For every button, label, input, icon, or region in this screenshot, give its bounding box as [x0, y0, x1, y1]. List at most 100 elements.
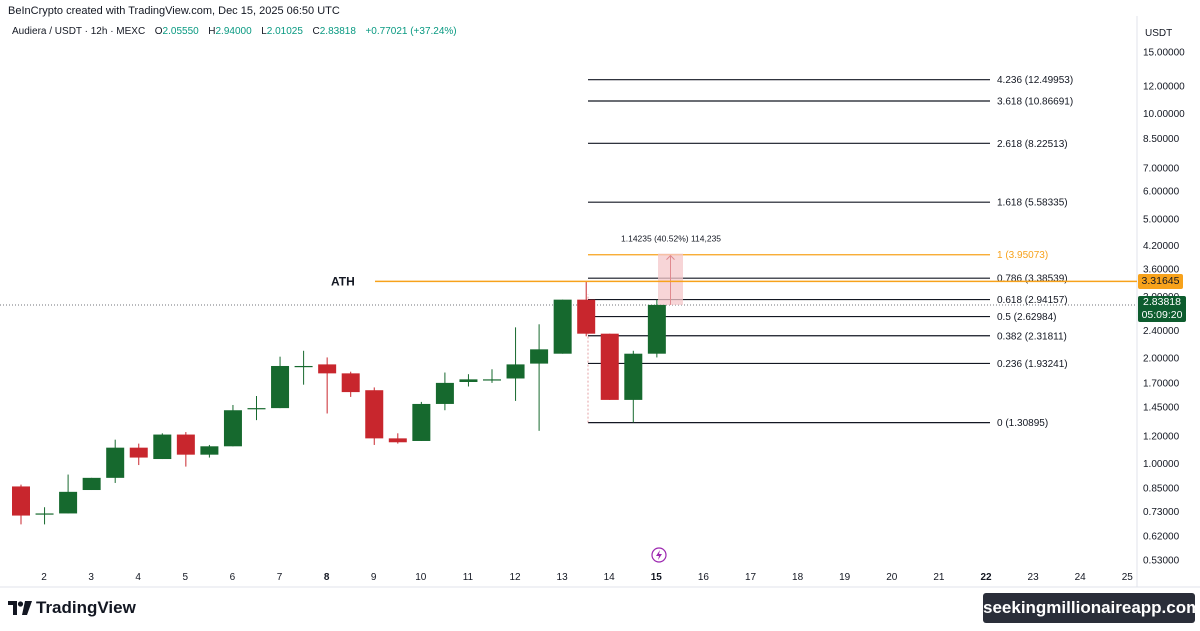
price-tick-label: 6.00000	[1143, 187, 1180, 198]
candle-body	[176, 434, 195, 455]
time-tick-label: 14	[604, 572, 616, 583]
fib-level-label: 0 (1.30895)	[997, 418, 1048, 429]
fib-level-label: 3.618 (10.86691)	[997, 96, 1073, 107]
candlestick-series	[12, 281, 666, 525]
candle-body	[435, 382, 454, 404]
candle-body	[600, 333, 619, 400]
close-value: 2.83818	[319, 26, 356, 37]
time-tick-label: 8	[324, 572, 330, 583]
fib-level-label: 2.618 (8.22513)	[997, 139, 1068, 150]
price-tick-label: 1.00000	[1143, 459, 1180, 470]
ath-label: ATH	[331, 274, 355, 288]
fib-level-label: 1.618 (5.58335)	[997, 198, 1068, 209]
price-tick-label: 10.00000	[1143, 109, 1185, 120]
axis-currency: USDT	[1145, 28, 1172, 39]
time-tick-label: 2	[41, 572, 47, 583]
tradingview-logo-icon	[8, 601, 32, 615]
candle-body	[506, 364, 525, 379]
candle-body	[106, 447, 125, 478]
price-tick-label: 15.00000	[1143, 48, 1185, 59]
fib-level-label: 0.786 (3.38539)	[997, 274, 1068, 285]
high-label: H	[208, 26, 216, 37]
price-tick-label: 12.00000	[1143, 81, 1185, 92]
time-axis[interactable]: 2 3 4 5 6 7 8 9 10 11 12 13 14 15 16 17 18 19 20 21 22 23 24 25	[41, 572, 1133, 583]
price-tick-label: 0.62000	[1143, 532, 1180, 543]
candle-body	[247, 408, 266, 410]
measure-label: 1.14235 (40.52%) 114,235	[621, 234, 721, 244]
candle-body	[388, 438, 407, 443]
last-price-tag: 2.83818 05:09:20	[1138, 296, 1186, 322]
price-tick-label: 7.00000	[1143, 163, 1180, 174]
candle-body	[624, 353, 643, 400]
time-tick-label: 25	[1122, 572, 1134, 583]
bar-countdown: 05:09:20	[1141, 309, 1183, 321]
last-price-value: 2.83818	[1143, 296, 1181, 308]
candle-body	[271, 365, 290, 409]
high-value: 2.94000	[215, 26, 252, 37]
price-tick-label: 8.50000	[1143, 134, 1180, 145]
candle-body	[647, 304, 666, 354]
candle-body	[129, 447, 148, 458]
tradingview-brand: TradingView	[36, 598, 136, 617]
price-tick-label: 1.20000	[1143, 431, 1180, 442]
time-tick-label: 23	[1028, 572, 1040, 583]
time-tick-label: 22	[980, 572, 992, 583]
time-tick-label: 5	[183, 572, 189, 583]
time-tick-label: 11	[463, 572, 474, 583]
candle-body	[318, 364, 337, 374]
price-tick-label: 0.53000	[1143, 556, 1180, 567]
time-tick-label: 19	[839, 572, 851, 583]
candle-body	[59, 491, 78, 514]
fib-level-label: 0.618 (2.94157)	[997, 295, 1068, 306]
tradingview-logo[interactable]: TradingView	[8, 598, 136, 618]
price-tick-label: 2.00000	[1143, 354, 1180, 365]
time-tick-label: 21	[933, 572, 945, 583]
candle-body	[82, 477, 101, 491]
fib-level-label: 0.382 (2.31811)	[997, 331, 1067, 342]
time-tick-label: 6	[230, 572, 236, 583]
time-tick-label: 16	[698, 572, 710, 583]
candle-body	[294, 365, 313, 368]
candle-body	[200, 446, 219, 455]
fib-level-label: 1 (3.95073)	[997, 250, 1048, 261]
time-tick-label: 17	[745, 572, 757, 583]
symbol-info: Audiera / USDT · 12h · MEXC O2.05550 H2.…	[12, 26, 457, 37]
time-tick-label: 15	[651, 572, 663, 583]
price-tick-label: 0.85000	[1143, 484, 1180, 495]
price-tick-label: 4.20000	[1143, 241, 1180, 252]
time-tick-label: 7	[277, 572, 283, 583]
candle-body	[553, 299, 572, 354]
price-tick-label: 1.70000	[1143, 378, 1180, 389]
low-label: L	[261, 26, 267, 37]
time-tick-label: 12	[509, 572, 521, 583]
candle-body	[577, 299, 596, 334]
candle-body	[530, 349, 549, 364]
time-tick-label: 24	[1075, 572, 1087, 583]
symbol-name[interactable]: Audiera / USDT · 12h · MEXC	[12, 26, 146, 37]
fibonacci-extension[interactable]: 4.236 (12.49953) 3.618 (10.86691) 2.618 (8…	[587, 75, 1073, 429]
low-value: 2.01025	[266, 26, 303, 37]
candle-body	[35, 513, 54, 515]
candle-body	[12, 486, 30, 516]
candle-body	[153, 434, 172, 460]
open-label: O	[154, 26, 163, 37]
price-range-measure[interactable]: 1.14235 (40.52%) 114,235	[621, 234, 721, 305]
price-tick-label: 5.00000	[1143, 214, 1180, 225]
watermark: seekingmillionaireapp.com	[983, 593, 1200, 623]
time-tick-label: 9	[371, 572, 377, 583]
candle-body	[412, 403, 431, 441]
price-tick-label: 2.40000	[1143, 326, 1180, 337]
ath-price-tag: 3.31645	[1138, 274, 1183, 289]
price-tick-label: 0.73000	[1143, 507, 1180, 518]
candle-body	[223, 410, 242, 447]
candle-body	[483, 379, 501, 381]
close-label: C	[312, 26, 320, 37]
time-tick-label: 13	[557, 572, 569, 583]
time-tick-label: 10	[415, 572, 427, 583]
time-tick-label: 18	[792, 572, 804, 583]
open-value: 2.05550	[162, 26, 199, 37]
change-value: +0.77021 (+37.24%)	[365, 26, 457, 37]
event-icon[interactable]	[651, 547, 667, 563]
time-tick-label: 4	[135, 572, 141, 583]
